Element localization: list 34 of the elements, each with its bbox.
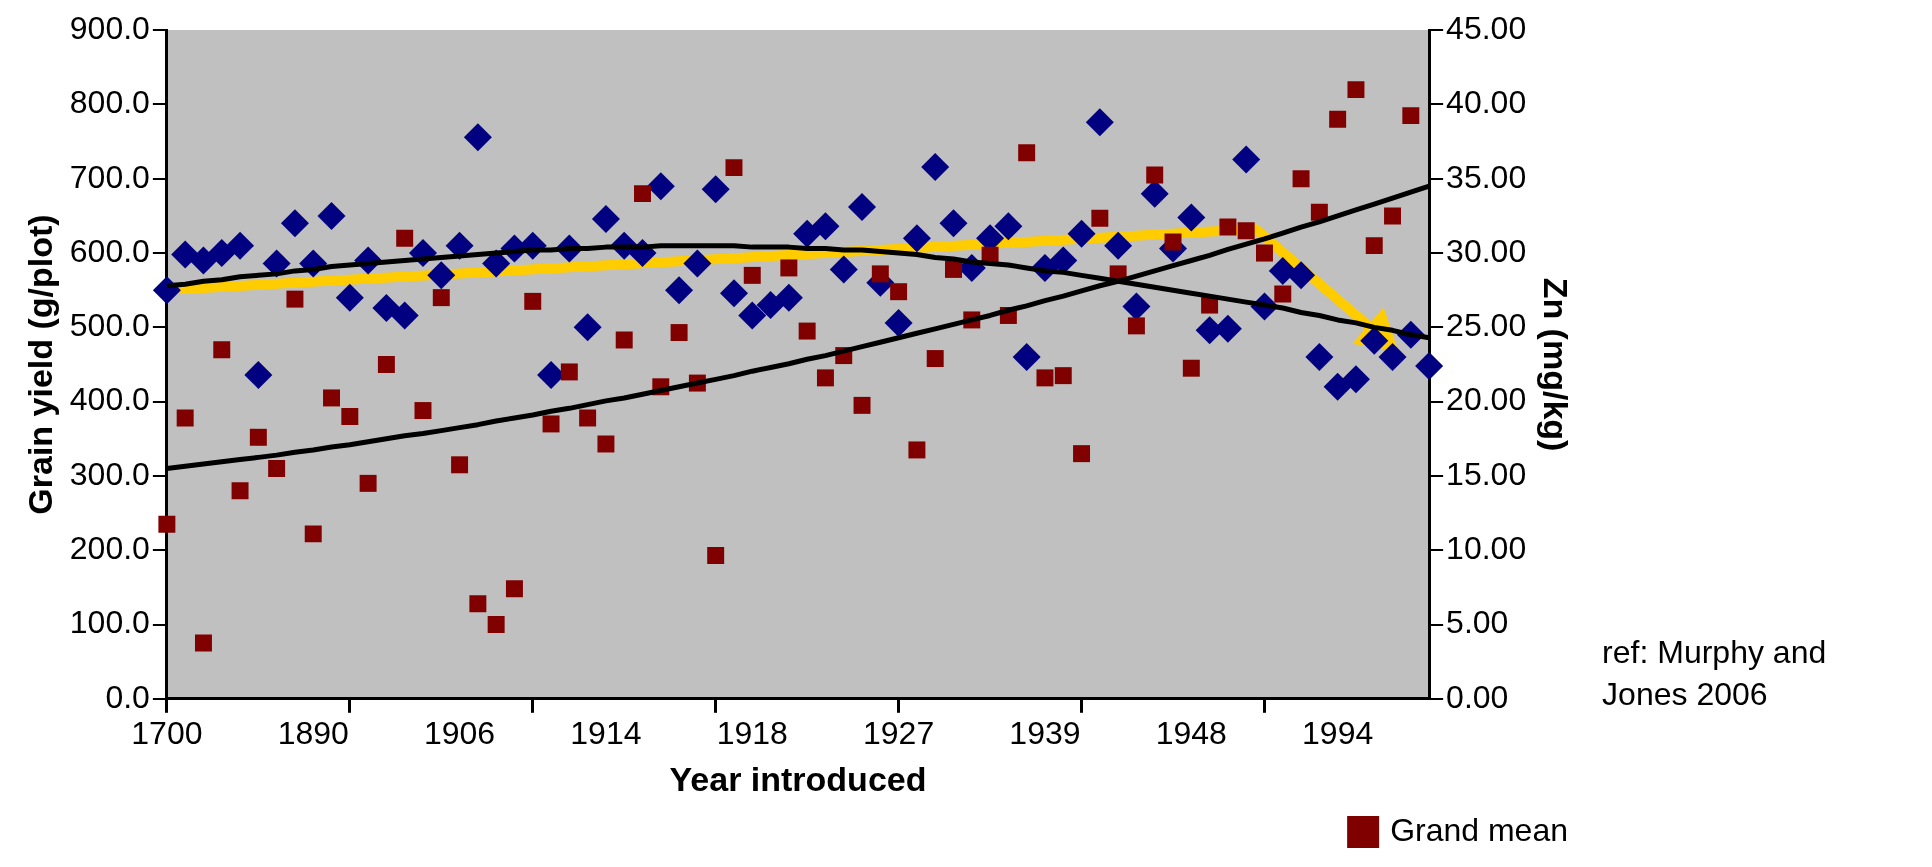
y-axis-title: Grain yield (g/plot) [20,214,59,515]
x-tick-label: 1906 [423,714,496,751]
y-tick-label: 600.0 [69,232,150,269]
y-tick-label: 900.0 [69,10,150,47]
legend-label: Grand mean [1390,811,1568,848]
x-tick-label: 1927 [863,714,935,751]
y2-tick-label: 10.00 [1446,530,1527,567]
x-tick-label: 1948 [1155,714,1227,751]
y2-tick-label: 30.00 [1446,232,1527,269]
x-tick-label: 1890 [277,714,349,751]
y-tick-label: 300.0 [69,455,150,492]
y2-tick-label: 40.00 [1446,84,1527,121]
y2-axis-title: Zn (mg/kg) [1537,277,1576,452]
y2-tick-label: 20.00 [1446,381,1527,418]
y-tick-label: 700.0 [69,158,150,195]
y2-tick-label: 25.00 [1446,307,1527,344]
x-axis-title: Year introduced [669,759,927,798]
x-tick-label: 1914 [570,714,642,751]
y-tick-label: 500.0 [69,307,150,344]
y2-tick-label: 15.00 [1446,455,1527,492]
x-tick-label: 1939 [1009,714,1081,751]
y-tick-label: 200.0 [69,530,150,567]
y2-tick-label: 35.00 [1446,158,1527,195]
y2-tick-label: 0.00 [1446,678,1509,715]
y-tick-label: 400.0 [69,381,150,418]
y-tick-label: 0.0 [105,678,150,715]
y2-tick-label: 45.00 [1446,10,1527,47]
y-tick-label: 100.0 [69,604,150,641]
x-tick-label: 1918 [716,714,788,751]
y-tick-label: 800.0 [69,84,150,121]
x-tick-label: 1700 [131,714,203,751]
text: ref: Murphy and Jones 2006 [1602,632,1828,714]
y2-tick-label: 5.00 [1446,604,1509,641]
x-tick-label: 1994 [1302,714,1374,751]
